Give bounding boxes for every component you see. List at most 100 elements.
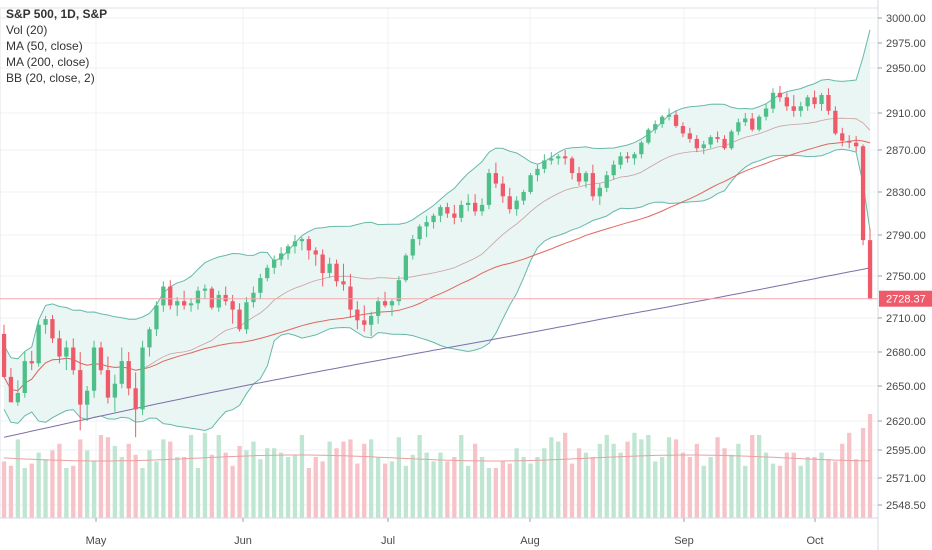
price-tick-label: 2870.00	[886, 145, 926, 157]
time-tick-label: Jun	[234, 535, 252, 547]
candle-body	[812, 97, 817, 105]
volume-bar	[424, 452, 429, 518]
candle-body	[105, 370, 111, 398]
volume-bar	[500, 461, 505, 518]
price-tick-label: 2910.00	[886, 108, 926, 120]
candle-body	[466, 202, 471, 205]
volume-bar	[292, 454, 298, 518]
bollinger-bands	[3, 29, 871, 432]
volume-bar	[244, 450, 249, 518]
candle-body	[743, 118, 748, 123]
volume-bar	[556, 441, 561, 518]
candle-body	[597, 187, 602, 197]
candle-body	[251, 292, 256, 303]
candle-body	[854, 142, 859, 147]
candle-body	[729, 131, 734, 149]
candle-body	[85, 390, 90, 405]
candle-body	[57, 338, 62, 357]
candle-body	[618, 156, 623, 165]
candle-body	[188, 303, 194, 306]
legend-bb[interactable]: BB (20, close, 2)	[6, 71, 95, 85]
candle-body	[514, 200, 519, 210]
volume-bar	[549, 437, 554, 518]
time-axis[interactable]: May Jun Jul Aug Sep Oct	[0, 517, 878, 547]
candle-body	[119, 361, 124, 384]
candle-body	[750, 118, 755, 130]
candle-body	[611, 164, 616, 176]
volume-bar	[639, 439, 644, 518]
candle-body	[424, 222, 429, 227]
candle-body	[91, 347, 97, 391]
candle-body	[486, 173, 492, 205]
candle-body	[452, 213, 457, 218]
legend-symbol[interactable]: S&P 500, 1D, S&P	[6, 7, 108, 21]
candle-body	[244, 302, 249, 330]
candle-body	[521, 192, 526, 201]
legend-volume[interactable]: Vol (20)	[6, 23, 48, 37]
volume-bar	[154, 461, 159, 518]
volume-bar	[563, 432, 568, 518]
volume-bar	[653, 461, 658, 518]
volume-bar	[750, 435, 755, 518]
volume-bar	[770, 463, 776, 518]
candle-body	[770, 92, 776, 109]
candle-body	[639, 142, 644, 155]
legend-ma200[interactable]: MA (200, close)	[6, 55, 90, 69]
volume-bar	[376, 457, 381, 518]
volume-bar	[473, 443, 478, 518]
bb-lower-line	[3, 148, 871, 432]
volume-bar	[854, 459, 859, 518]
bb-upper-line	[3, 29, 871, 360]
legend-ma50[interactable]: MA (50, close)	[6, 39, 83, 53]
volume-bar	[542, 448, 547, 518]
candle-body	[431, 215, 436, 223]
volume-bar	[757, 435, 762, 518]
volume-bar	[819, 452, 824, 518]
candle-body	[563, 156, 568, 159]
time-tick-label: Sep	[674, 535, 694, 547]
volume-bar	[438, 452, 443, 518]
candle-body	[791, 106, 796, 111]
volume-bar	[812, 457, 817, 518]
volume-bar	[265, 448, 270, 518]
candle-body	[826, 95, 831, 111]
candle-body	[209, 288, 214, 308]
volume-bar	[611, 443, 616, 518]
candle-body	[763, 108, 769, 117]
volume-bar	[119, 457, 124, 518]
volume-bar	[632, 432, 637, 518]
candle-body	[182, 301, 187, 306]
volume-bar	[583, 452, 589, 518]
candle-body	[410, 239, 415, 256]
volume-bar	[168, 441, 173, 518]
price-tick-label: 2571.00	[886, 473, 926, 485]
volume-bar	[597, 443, 602, 518]
last-price-label: 2728.37	[886, 294, 926, 306]
volume-bar	[216, 435, 221, 518]
price-tick-label: 2710.00	[886, 313, 926, 325]
candle-body	[202, 288, 208, 291]
candle-body	[694, 138, 699, 149]
candle-body	[736, 122, 741, 132]
candle-body	[673, 114, 679, 126]
candle-body	[715, 137, 720, 139]
candle-body	[382, 301, 388, 306]
volume-bar	[334, 448, 339, 518]
volume-bar	[50, 450, 55, 518]
price-axis[interactable]: 3000.00 2975.00 2950.00 2910.00 2870.00 2830.…	[877, 0, 932, 550]
volume-bar	[306, 468, 311, 518]
candle-body	[140, 347, 145, 410]
volume-bar	[202, 432, 208, 518]
candle-body	[556, 156, 561, 159]
volume-bar	[860, 428, 866, 518]
candle-body	[369, 315, 374, 325]
candle-body	[195, 290, 201, 304]
volume-bar	[91, 461, 97, 518]
candlesticks	[1, 86, 873, 438]
volume-bar	[299, 435, 305, 518]
price-tick-label: 2595.00	[886, 445, 926, 457]
candle-body	[604, 175, 609, 188]
volume-bar	[175, 457, 180, 518]
candle-body	[355, 309, 360, 321]
